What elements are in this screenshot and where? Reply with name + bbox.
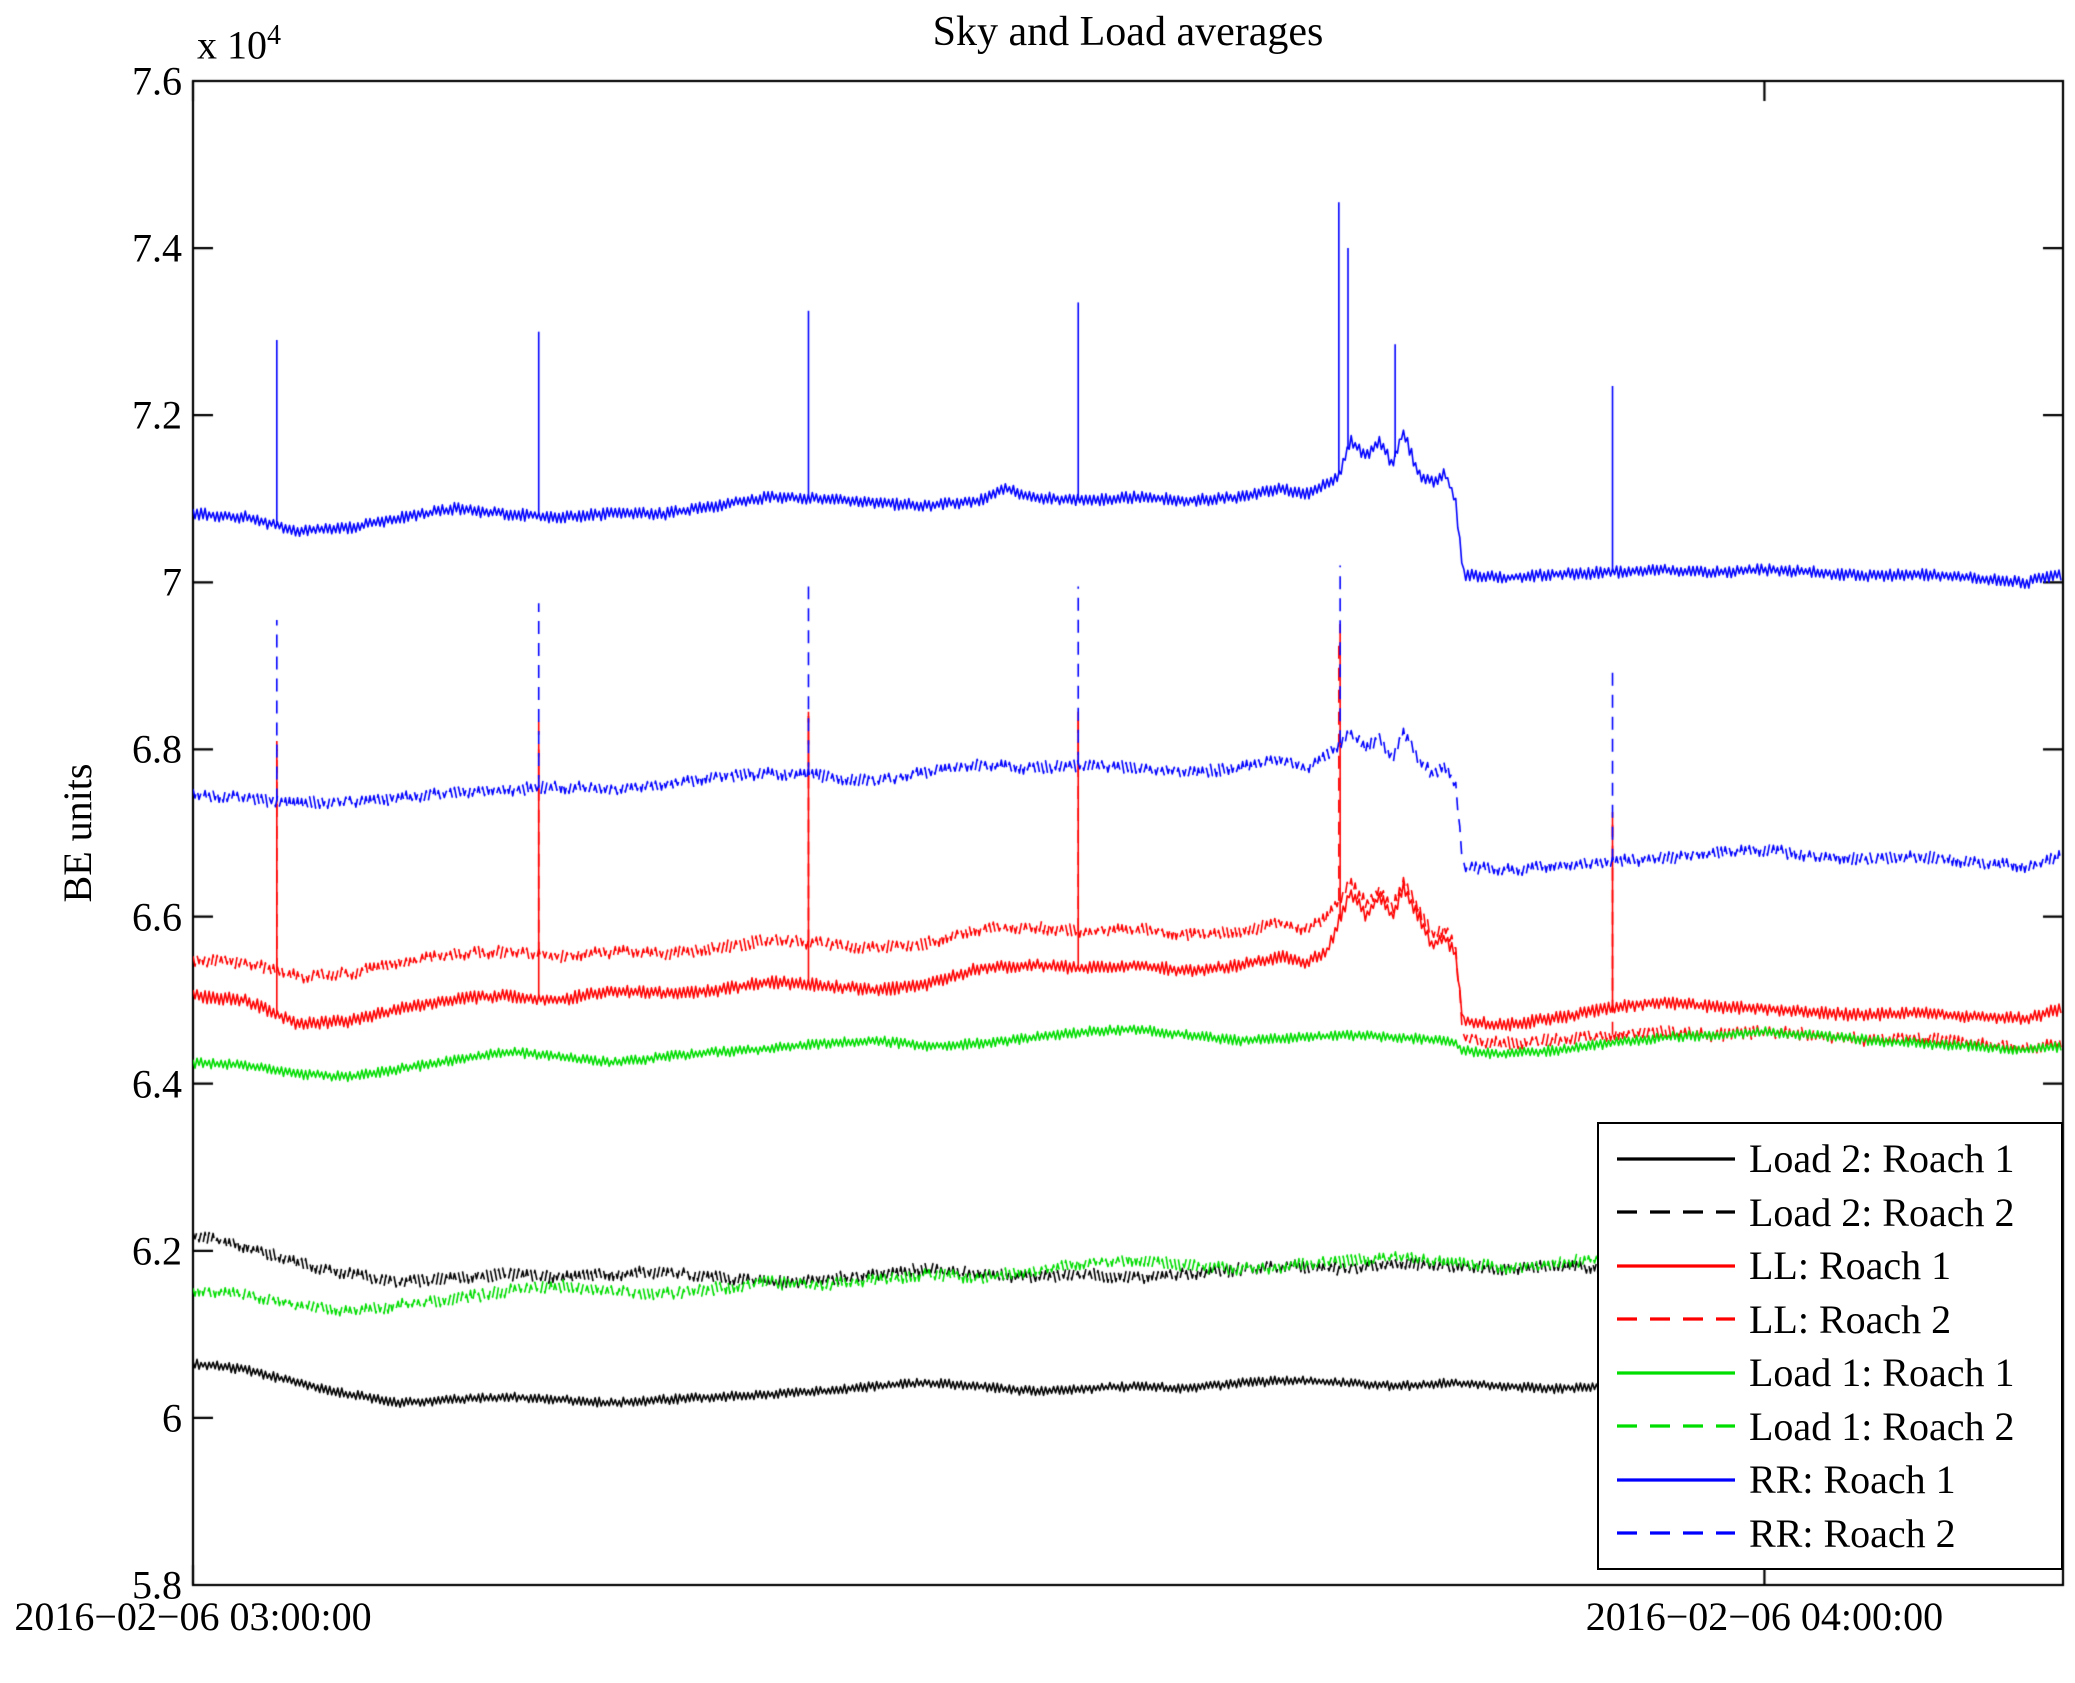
legend-line-sample (1617, 1424, 1735, 1428)
y-tick-label: 6.6 (132, 894, 182, 940)
x-tick-label-end: 2016−02−06 04:00:00 (1585, 1594, 1944, 1639)
legend-item-label: Load 1: Roach 2 (1749, 1403, 2015, 1449)
legend-item: Load 2: Roach 1 (1599, 1132, 2061, 1186)
legend-line-sample (1617, 1531, 1735, 1535)
legend-line-sample (1617, 1157, 1735, 1161)
y-scale-exponent: 4 (267, 20, 281, 51)
y-tick-label: 5.8 (132, 1562, 182, 1608)
legend-line-sample (1617, 1264, 1735, 1268)
legend-item: LL: Roach 2 (1599, 1293, 2061, 1347)
y-tick-label: 7.4 (132, 225, 182, 271)
chart-title: Sky and Load averages (932, 9, 1324, 55)
legend-item: RR: Roach 2 (1599, 1507, 2061, 1561)
legend-item: Load 1: Roach 2 (1599, 1400, 2061, 1454)
legend-item-label: Load 1: Roach 1 (1749, 1350, 2015, 1396)
y-tick-label: 7.2 (132, 392, 182, 438)
legend-item-label: Load 2: Roach 1 (1749, 1136, 2015, 1182)
legend-item: Load 1: Roach 1 (1599, 1346, 2061, 1400)
legend-line-sample (1617, 1317, 1735, 1321)
x-tick-label-start: 2016−02−06 03:00:00 (14, 1594, 372, 1639)
legend-item-label: LL: Roach 2 (1749, 1296, 1952, 1342)
legend-item: LL: Roach 1 (1599, 1239, 2061, 1293)
legend-item: RR: Roach 1 (1599, 1453, 2061, 1507)
y-axis-label: BE units (55, 763, 100, 903)
y-tick-label: 6 (162, 1395, 182, 1441)
legend-item-label: LL: Roach 1 (1749, 1243, 1952, 1289)
y-tick-label: 6.4 (132, 1061, 182, 1107)
legend-item-label: RR: Roach 2 (1749, 1510, 1956, 1556)
legend-line-sample (1617, 1478, 1735, 1482)
y-tick-label: 7.6 (132, 58, 182, 104)
y-tick-label: 6.8 (132, 726, 182, 772)
legend-item-label: Load 2: Roach 2 (1749, 1189, 2015, 1235)
legend-line-sample (1617, 1371, 1735, 1375)
y-scale-label: x 104 (197, 20, 281, 68)
legend: Load 2: Roach 1 Load 2: Roach 2 LL: Roach … (1597, 1122, 2063, 1570)
legend-item-label: RR: Roach 1 (1749, 1457, 1956, 1503)
y-scale-prefix: x 10 (197, 22, 267, 68)
legend-item: Load 2: Roach 2 (1599, 1186, 2061, 1240)
y-tick-label: 6.2 (132, 1228, 182, 1274)
legend-line-sample (1617, 1210, 1735, 1214)
y-tick-label: 7 (162, 559, 182, 605)
